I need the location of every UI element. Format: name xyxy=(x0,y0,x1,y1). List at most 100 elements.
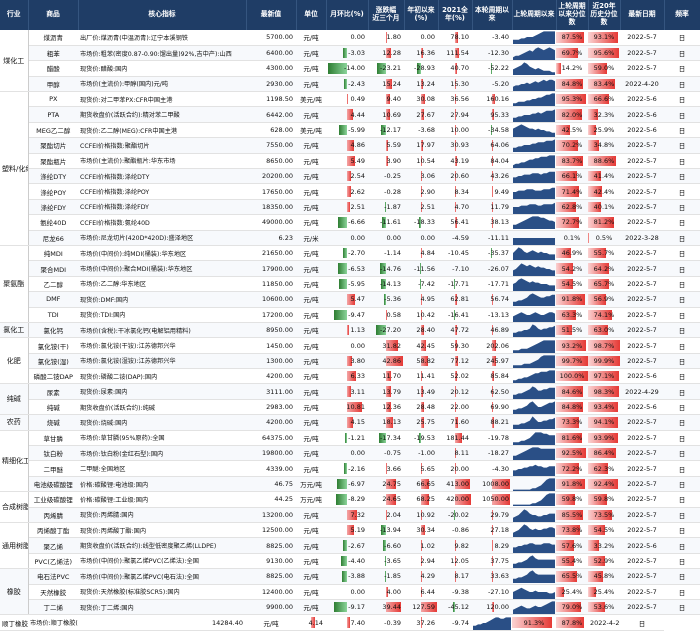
frequency: 日 xyxy=(664,199,700,216)
change-value: 12.05 xyxy=(450,556,469,565)
change-cycle: 1008.00 xyxy=(472,476,512,493)
latest-date: 2022-5-7 xyxy=(620,353,664,370)
percentile-bar xyxy=(556,417,580,428)
percentile-value: 73.8% xyxy=(561,526,583,535)
change-bar xyxy=(454,309,455,320)
latest-date: 2022-5-6 xyxy=(620,106,664,123)
latest-value: 2930.00 xyxy=(246,76,296,93)
change-ytd: 30.08 xyxy=(404,91,438,108)
percentile-bar xyxy=(556,247,571,259)
percentile-20y: 93.1% xyxy=(588,30,620,46)
change-cycle: -26.07 xyxy=(472,260,512,277)
trend-sparkline xyxy=(512,153,556,170)
change-value: 420.00 xyxy=(446,495,469,504)
change-bar xyxy=(421,94,425,105)
sparkline-area xyxy=(513,416,555,430)
sparkline-chart xyxy=(513,464,555,476)
table-row: 农药 烧碱 现货价:烧碱:国内 4200.00 元/吨 4.15 18.13 25.75 71.… xyxy=(0,414,700,431)
unit-cell: 元/吨 xyxy=(296,553,326,570)
latest-value: 9130.00 xyxy=(246,553,296,570)
change-y2021: 420.00 xyxy=(438,491,472,508)
change-cycle: 27.18 xyxy=(472,522,512,539)
header-product: 商品 xyxy=(28,0,79,30)
percentile-20y: 98.7% xyxy=(588,337,620,354)
change-value: -3.65 xyxy=(384,556,401,565)
percentile-bar xyxy=(556,63,561,74)
frequency: 日 xyxy=(620,614,664,631)
change-bar xyxy=(386,32,387,43)
trend-sparkline xyxy=(512,106,556,123)
change-bar xyxy=(337,478,347,490)
header-industry: 行业 xyxy=(0,0,29,30)
change-y2021: 77.12 xyxy=(438,353,472,370)
percentile-value: 0.5% xyxy=(595,233,613,242)
change-value: 4.44 xyxy=(350,110,365,119)
unit-cell: 元/吨 xyxy=(296,153,326,170)
change-bar xyxy=(455,155,457,167)
product-name: 钛白粉 xyxy=(28,445,78,462)
percentile-bar xyxy=(556,571,577,582)
percentile-bar xyxy=(588,432,619,444)
change-value: 7.32 xyxy=(350,510,365,519)
percentile-20y: 55.7% xyxy=(588,245,620,262)
change-bar xyxy=(311,617,316,628)
unit-cell: 元/吨 xyxy=(296,368,326,385)
table-row: 尼龙66 市场价:尼龙切片(420D*420D):盛泽地区 6.23 元/米 0.00 0… xyxy=(0,230,700,246)
change-cycle: 120.00 xyxy=(472,599,512,616)
product-name: 氨纶40D xyxy=(28,214,78,231)
percentile-bar xyxy=(556,617,585,628)
change-ytd: -19.53 xyxy=(404,430,438,447)
change-value: 13.24 xyxy=(416,79,435,88)
latest-date: 2022-4-20 xyxy=(620,76,664,93)
change-bar xyxy=(333,309,347,320)
change-value: 58.82 xyxy=(416,356,435,365)
percentile-value: 32.3% xyxy=(593,110,615,119)
percentile-value: 88.6% xyxy=(593,156,615,165)
change-value: 5.47 xyxy=(350,295,365,304)
change-ytd: -11.56 xyxy=(404,260,438,277)
change-mom: 5.19 xyxy=(326,522,368,539)
change-y2021: -4.59 xyxy=(438,230,472,246)
change-cycle: 33.63 xyxy=(472,568,512,585)
percentile-bar xyxy=(588,525,606,536)
industry-cell: 化肥 xyxy=(0,337,29,385)
change-y2021: 181.44 xyxy=(438,430,472,447)
latest-date: 2022-5-7 xyxy=(620,307,664,323)
percentile-value: 83.7% xyxy=(561,156,583,165)
change-value: 18.13 xyxy=(382,418,401,427)
percentile-value: 51.5% xyxy=(561,326,583,335)
change-bar xyxy=(492,171,493,182)
change-value: -14.13 xyxy=(380,279,401,288)
change-value: -0.86 xyxy=(452,526,469,535)
change-value: -17.71 xyxy=(488,279,509,288)
percentile-bar xyxy=(588,201,601,213)
change-m3: 24.65 xyxy=(368,491,404,508)
change-m3: -0.25 xyxy=(368,168,404,185)
change-m3: 39.44 xyxy=(368,599,404,616)
header-pct-20y: 近20年历史分位数 xyxy=(588,0,621,30)
change-bar xyxy=(345,432,347,444)
change-m3: -12.17 xyxy=(368,122,404,139)
product-name: 丁二烯 xyxy=(28,599,78,616)
percentile-value: 62.8% xyxy=(561,202,583,211)
sparkline-area xyxy=(513,155,555,168)
change-bar xyxy=(338,124,347,136)
change-value: 4.00 xyxy=(386,587,401,596)
percentile-prev-cycle: 55.4% xyxy=(556,553,588,570)
latest-value: 4300.00 xyxy=(246,60,296,77)
sparkline-area xyxy=(513,570,555,584)
trend-sparkline xyxy=(512,168,556,185)
sparkline-area xyxy=(513,247,555,260)
change-value: 0.00 xyxy=(350,341,365,350)
change-mom: -9.17 xyxy=(326,599,368,616)
percentile-20y: 41.4% xyxy=(588,168,620,185)
table-row: 橡胶 电石法PVC 市场价(中间价):聚氯乙烯PVC(电石法):全国 8825.00 元… xyxy=(0,568,700,616)
trend-sparkline xyxy=(512,383,556,400)
change-value: 4.15 xyxy=(350,418,365,427)
change-bar xyxy=(347,186,351,197)
table-row: 粗苯 市场价:粗苯(密度0.87-0.90:馏出量)92%,吉中产):山西 6400… xyxy=(0,45,700,62)
trend-sparkline xyxy=(512,460,556,477)
change-value: 37.75 xyxy=(490,556,509,565)
change-bar xyxy=(420,278,421,290)
indicator-desc: 市场价:顺丁橡胶(BR9000):全国 xyxy=(28,614,78,631)
